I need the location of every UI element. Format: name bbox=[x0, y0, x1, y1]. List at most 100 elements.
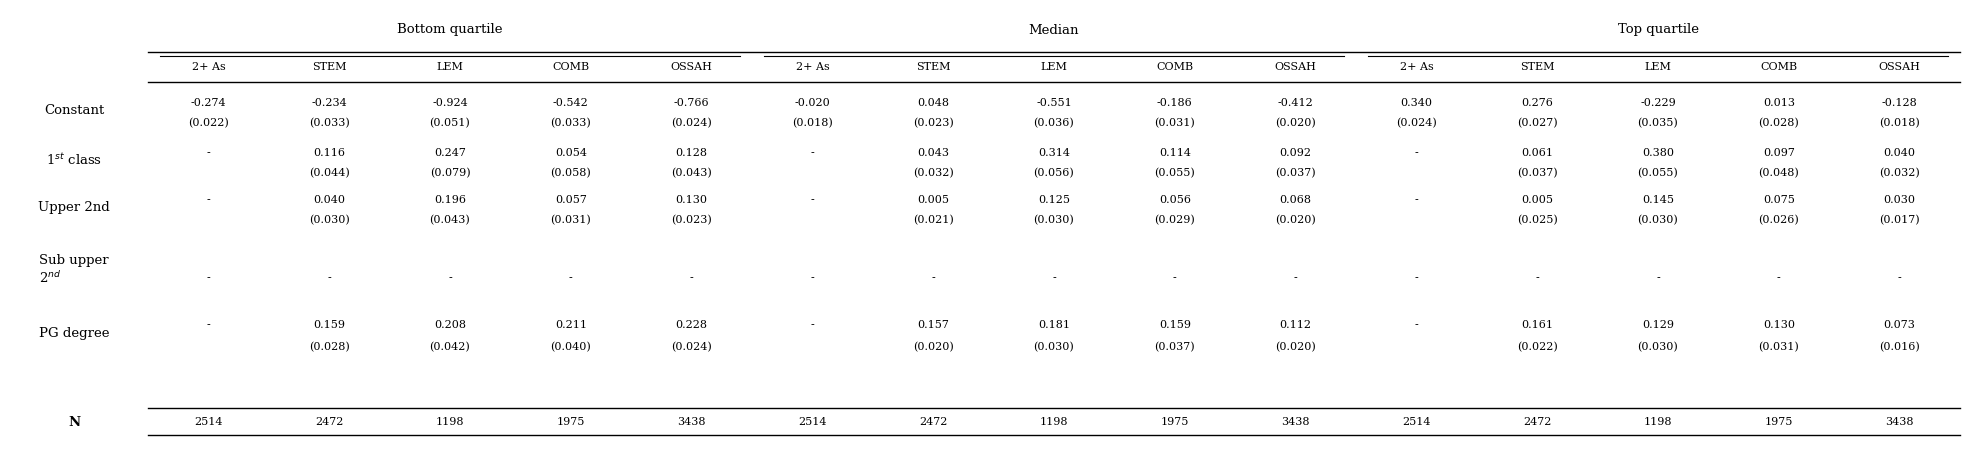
Text: -: - bbox=[326, 273, 330, 283]
Text: LEM: LEM bbox=[437, 62, 463, 72]
Text: 1198: 1198 bbox=[1040, 417, 1068, 427]
Text: -: - bbox=[570, 273, 574, 283]
Text: 0.114: 0.114 bbox=[1159, 148, 1191, 158]
Text: (0.023): (0.023) bbox=[671, 215, 712, 225]
Text: -: - bbox=[690, 273, 694, 283]
Text: (0.016): (0.016) bbox=[1879, 342, 1921, 352]
Text: (0.048): (0.048) bbox=[1758, 168, 1800, 178]
Text: (0.033): (0.033) bbox=[309, 118, 350, 128]
Text: 0.005: 0.005 bbox=[918, 195, 949, 205]
Text: -0.234: -0.234 bbox=[311, 98, 346, 108]
Text: -: - bbox=[1414, 320, 1418, 330]
Text: 0.340: 0.340 bbox=[1400, 98, 1432, 108]
Text: 0.125: 0.125 bbox=[1038, 195, 1070, 205]
Text: 0.048: 0.048 bbox=[918, 98, 949, 108]
Text: Bottom quartile: Bottom quartile bbox=[398, 24, 502, 37]
Text: -: - bbox=[206, 195, 210, 205]
Text: (0.030): (0.030) bbox=[1638, 342, 1679, 352]
Text: -0.924: -0.924 bbox=[431, 98, 469, 108]
Text: 0.145: 0.145 bbox=[1642, 195, 1673, 205]
Text: 0.075: 0.075 bbox=[1762, 195, 1794, 205]
Text: 0.112: 0.112 bbox=[1280, 320, 1311, 330]
Text: (0.028): (0.028) bbox=[309, 342, 350, 352]
Text: 1975: 1975 bbox=[556, 417, 585, 427]
Text: 2514: 2514 bbox=[1402, 417, 1430, 427]
Text: (0.020): (0.020) bbox=[1276, 118, 1315, 128]
Text: 2472: 2472 bbox=[920, 417, 947, 427]
Text: 0.159: 0.159 bbox=[1159, 320, 1191, 330]
Text: 2514: 2514 bbox=[799, 417, 827, 427]
Text: -: - bbox=[1294, 273, 1298, 283]
Text: LEM: LEM bbox=[1040, 62, 1068, 72]
Text: -: - bbox=[1776, 273, 1780, 283]
Text: -0.766: -0.766 bbox=[674, 98, 710, 108]
Text: (0.024): (0.024) bbox=[1396, 118, 1436, 128]
Text: (0.037): (0.037) bbox=[1276, 168, 1315, 178]
Text: (0.031): (0.031) bbox=[550, 215, 591, 225]
Text: Top quartile: Top quartile bbox=[1618, 24, 1699, 37]
Text: -: - bbox=[932, 273, 936, 283]
Text: STEM: STEM bbox=[916, 62, 951, 72]
Text: 0.228: 0.228 bbox=[676, 320, 708, 330]
Text: (0.030): (0.030) bbox=[1638, 215, 1679, 225]
Text: (0.035): (0.035) bbox=[1638, 118, 1679, 128]
Text: (0.020): (0.020) bbox=[1276, 215, 1315, 225]
Text: 0.196: 0.196 bbox=[433, 195, 467, 205]
Text: 0.161: 0.161 bbox=[1521, 320, 1553, 330]
Text: (0.040): (0.040) bbox=[550, 342, 591, 352]
Text: (0.079): (0.079) bbox=[429, 168, 471, 178]
Text: -0.186: -0.186 bbox=[1157, 98, 1193, 108]
Text: 0.054: 0.054 bbox=[554, 148, 587, 158]
Text: 0.276: 0.276 bbox=[1521, 98, 1553, 108]
Text: -: - bbox=[206, 320, 210, 330]
Text: -: - bbox=[1052, 273, 1056, 283]
Text: (0.025): (0.025) bbox=[1517, 215, 1557, 225]
Text: (0.036): (0.036) bbox=[1034, 118, 1074, 128]
Text: (0.037): (0.037) bbox=[1155, 342, 1195, 352]
Text: -: - bbox=[449, 273, 451, 283]
Text: (0.055): (0.055) bbox=[1155, 168, 1195, 178]
Text: Median: Median bbox=[1029, 24, 1080, 37]
Text: 0.061: 0.061 bbox=[1521, 148, 1553, 158]
Text: -: - bbox=[1414, 273, 1418, 283]
Text: -0.020: -0.020 bbox=[795, 98, 831, 108]
Text: Sub upper
2$^{nd}$: Sub upper 2$^{nd}$ bbox=[40, 254, 109, 286]
Text: PG degree: PG degree bbox=[40, 327, 109, 339]
Text: 2+ As: 2+ As bbox=[192, 62, 225, 72]
Text: -0.551: -0.551 bbox=[1036, 98, 1072, 108]
Text: -: - bbox=[811, 148, 815, 158]
Text: 0.068: 0.068 bbox=[1280, 195, 1311, 205]
Text: 1$^{st}$ class: 1$^{st}$ class bbox=[45, 152, 103, 168]
Text: N: N bbox=[67, 415, 79, 429]
Text: 2+ As: 2+ As bbox=[795, 62, 829, 72]
Text: STEM: STEM bbox=[313, 62, 346, 72]
Text: (0.022): (0.022) bbox=[1517, 342, 1557, 352]
Text: 0.181: 0.181 bbox=[1038, 320, 1070, 330]
Text: 0.159: 0.159 bbox=[313, 320, 346, 330]
Text: 0.247: 0.247 bbox=[433, 148, 467, 158]
Text: OSSAH: OSSAH bbox=[671, 62, 712, 72]
Text: (0.018): (0.018) bbox=[1879, 118, 1921, 128]
Text: (0.030): (0.030) bbox=[1034, 215, 1074, 225]
Text: 0.097: 0.097 bbox=[1762, 148, 1794, 158]
Text: (0.018): (0.018) bbox=[791, 118, 833, 128]
Text: 0.380: 0.380 bbox=[1642, 148, 1673, 158]
Text: 2472: 2472 bbox=[1523, 417, 1551, 427]
Text: 0.130: 0.130 bbox=[1762, 320, 1794, 330]
Text: Constant: Constant bbox=[44, 103, 105, 117]
Text: -0.128: -0.128 bbox=[1881, 98, 1917, 108]
Text: 0.043: 0.043 bbox=[918, 148, 949, 158]
Text: 0.208: 0.208 bbox=[433, 320, 467, 330]
Text: -: - bbox=[1897, 273, 1901, 283]
Text: (0.030): (0.030) bbox=[1034, 342, 1074, 352]
Text: (0.032): (0.032) bbox=[1879, 168, 1921, 178]
Text: (0.043): (0.043) bbox=[429, 215, 471, 225]
Text: (0.020): (0.020) bbox=[1276, 342, 1315, 352]
Text: (0.022): (0.022) bbox=[188, 118, 229, 128]
Text: -0.412: -0.412 bbox=[1278, 98, 1313, 108]
Text: 0.157: 0.157 bbox=[918, 320, 949, 330]
Text: (0.031): (0.031) bbox=[1155, 118, 1195, 128]
Text: -0.542: -0.542 bbox=[554, 98, 589, 108]
Text: 0.314: 0.314 bbox=[1038, 148, 1070, 158]
Text: 1198: 1198 bbox=[1644, 417, 1671, 427]
